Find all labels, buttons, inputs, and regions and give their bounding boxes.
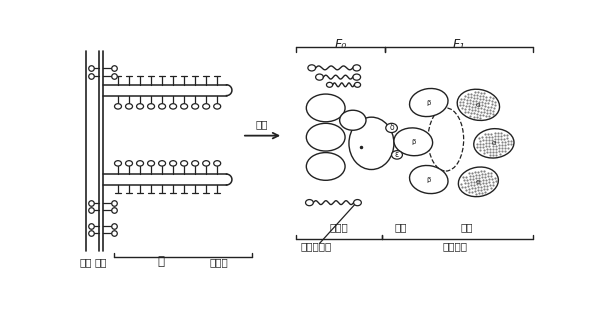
Ellipse shape [213,104,221,109]
Ellipse shape [355,83,361,87]
Text: 嵴: 嵴 [157,256,164,269]
Ellipse shape [394,128,432,156]
Text: 柄部: 柄部 [394,222,407,232]
Text: 外膜: 外膜 [80,257,92,267]
Ellipse shape [148,104,154,109]
Ellipse shape [306,123,345,151]
Ellipse shape [181,104,188,109]
Text: 内膜: 内膜 [95,257,107,267]
Ellipse shape [159,161,166,166]
Text: β: β [411,139,415,145]
Ellipse shape [203,104,210,109]
Ellipse shape [315,74,323,80]
Ellipse shape [125,161,133,166]
Text: 基底部: 基底部 [329,222,349,232]
Ellipse shape [457,89,499,121]
Ellipse shape [169,104,177,109]
Text: 三分子体: 三分子体 [443,242,467,252]
Text: 结合蛋白质: 结合蛋白质 [300,242,332,252]
Ellipse shape [136,161,144,166]
Ellipse shape [391,151,402,159]
Ellipse shape [115,161,121,166]
Ellipse shape [339,110,366,130]
Ellipse shape [428,108,464,171]
Ellipse shape [458,167,499,197]
Ellipse shape [159,104,166,109]
Ellipse shape [136,104,144,109]
Ellipse shape [169,161,177,166]
Ellipse shape [409,88,448,116]
Text: ε: ε [395,150,399,159]
Ellipse shape [326,83,333,87]
Text: α: α [491,140,496,146]
Ellipse shape [306,200,314,206]
Ellipse shape [474,129,514,158]
Text: F₁: F₁ [453,38,465,51]
Ellipse shape [353,74,361,80]
Ellipse shape [192,104,198,109]
Ellipse shape [306,94,345,122]
Ellipse shape [353,65,361,71]
Text: α: α [476,179,481,185]
Ellipse shape [409,166,448,193]
Text: β: β [426,176,431,183]
Ellipse shape [125,104,133,109]
Text: 头部: 头部 [461,222,473,232]
Ellipse shape [203,161,210,166]
Text: δ: δ [390,123,394,133]
Text: 放大: 放大 [256,119,268,129]
Ellipse shape [148,161,154,166]
Text: F₀: F₀ [335,38,347,51]
Ellipse shape [308,65,315,71]
Ellipse shape [386,123,397,133]
Ellipse shape [353,200,361,206]
Ellipse shape [213,161,221,166]
Text: α: α [476,102,481,108]
Ellipse shape [306,153,345,180]
Ellipse shape [115,104,121,109]
Ellipse shape [192,161,198,166]
Ellipse shape [181,161,188,166]
Text: β: β [426,99,431,106]
Ellipse shape [349,117,394,170]
Text: 脂蛋白: 脂蛋白 [209,257,228,267]
